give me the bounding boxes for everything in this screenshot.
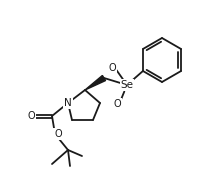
Text: O: O — [27, 111, 35, 121]
Text: O: O — [113, 99, 121, 109]
Text: O: O — [54, 129, 62, 139]
Text: Se: Se — [121, 80, 134, 90]
Polygon shape — [85, 76, 106, 90]
Text: O: O — [108, 63, 116, 73]
Text: N: N — [64, 98, 72, 108]
